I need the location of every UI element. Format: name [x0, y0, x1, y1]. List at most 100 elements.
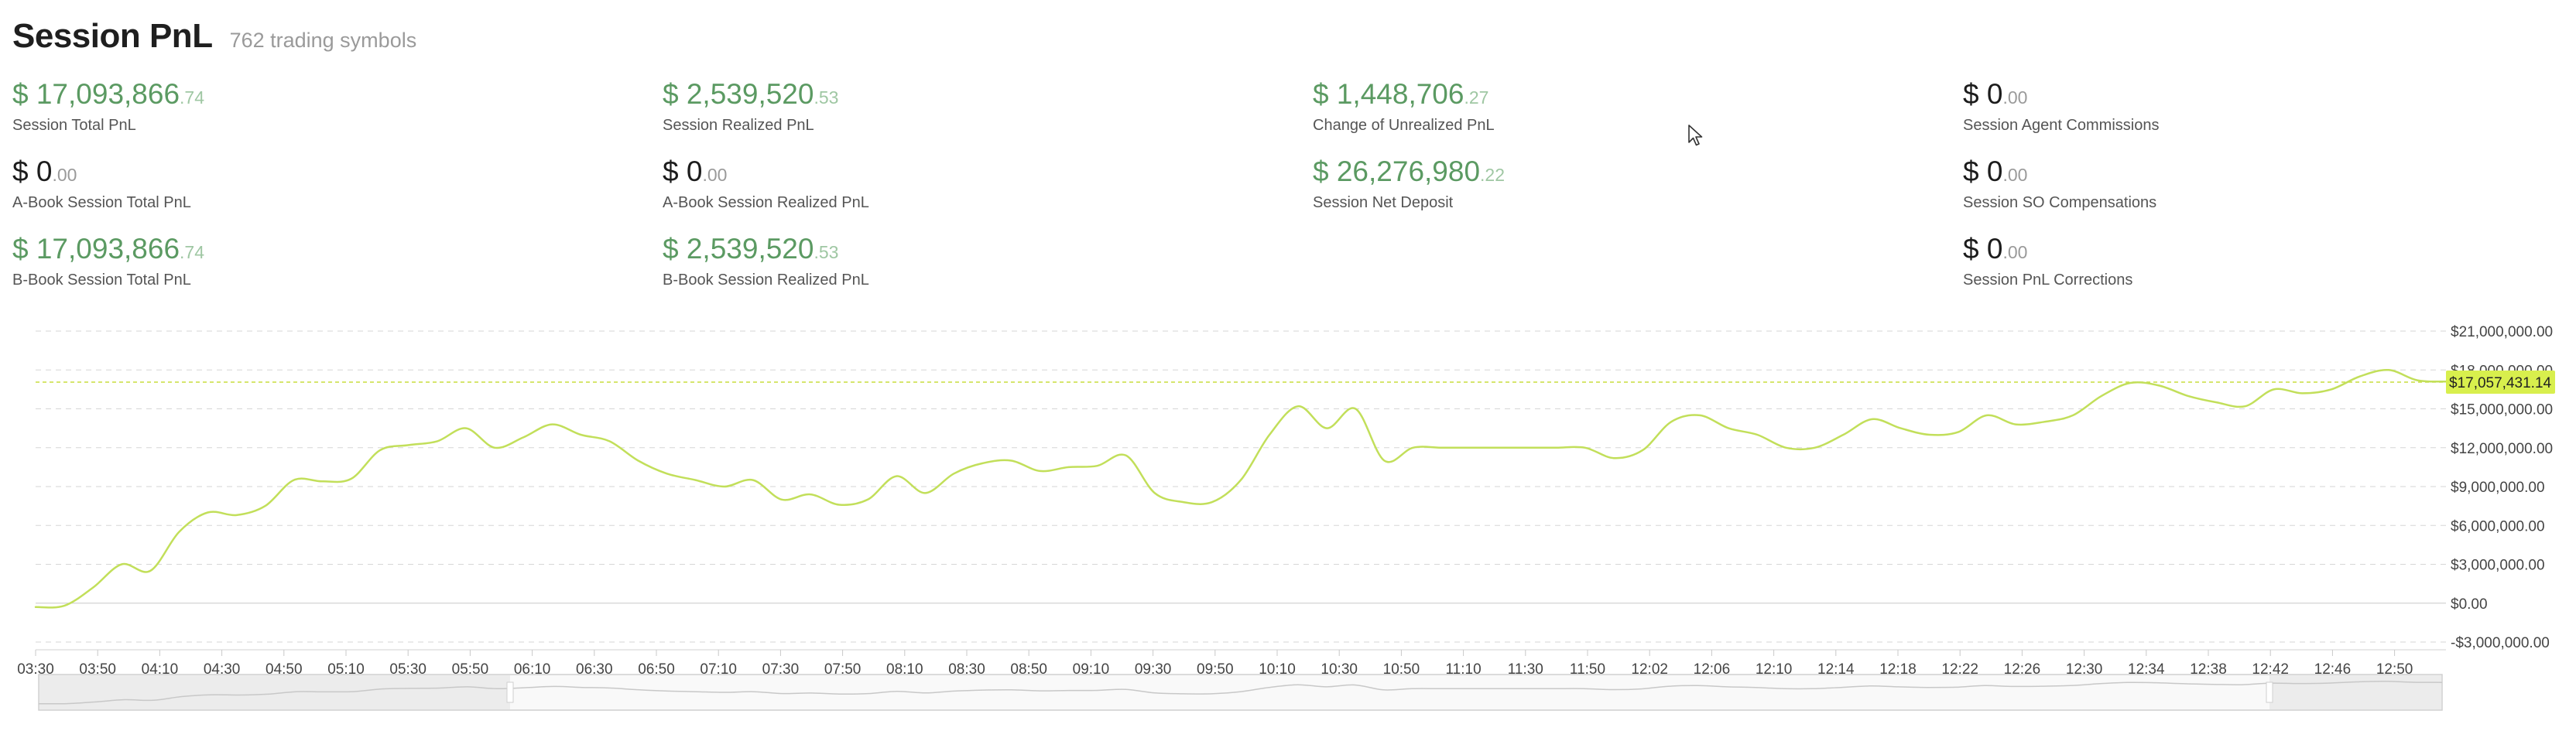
x-tick-label: 12:26 — [2004, 661, 2041, 678]
x-tick-label: 05:50 — [452, 661, 489, 678]
current-value-label: $17,057,431.14 — [2449, 375, 2552, 391]
metric-value-integer: $ 0 — [1963, 78, 2003, 110]
metric-card: $ 2,539,520.53 Session Realized PnL — [663, 77, 838, 135]
metric-value-integer: $ 26,276,980 — [1313, 155, 1481, 187]
x-tick-label: 10:10 — [1259, 661, 1296, 678]
navigator-left-mask — [39, 675, 510, 709]
x-tick-label: 10:50 — [1383, 661, 1420, 678]
metric-label: A-Book Session Realized PnL — [663, 194, 869, 211]
metric-value: $ 17,093,866.74 — [12, 232, 204, 269]
x-tick-label: 12:34 — [2128, 661, 2165, 678]
metric-value-integer: $ 0 — [1963, 155, 2003, 187]
metric-value-decimals: .00 — [2002, 165, 2028, 185]
x-tick-label: 06:10 — [514, 661, 551, 678]
y-tick-label: $9,000,000.00 — [2451, 480, 2545, 496]
metric-value-decimals: .00 — [2002, 87, 2028, 108]
x-tick-label: 12:46 — [2314, 661, 2352, 678]
metric-card: $ 0.00 Session Agent Commissions — [1963, 77, 2159, 135]
metric-card: $ 17,093,866.74 B-Book Session Total PnL — [12, 232, 204, 289]
metric-label: Session PnL Corrections — [1963, 272, 2133, 289]
metric-value-decimals: .27 — [1464, 87, 1489, 108]
x-tick-label: 04:10 — [142, 661, 179, 678]
navigator-handle-right[interactable] — [2266, 681, 2273, 703]
navigator-series-line — [38, 681, 2443, 705]
metric-label: Session Net Deposit — [1313, 194, 1454, 211]
navigator-handle-left[interactable] — [506, 681, 514, 703]
metric-card: $ 0.00 A-Book Session Realized PnL — [663, 155, 869, 212]
metric-card: $ 2,539,520.53 B-Book Session Realized Pn… — [663, 232, 869, 289]
metric-value-integer: $ 17,093,866 — [12, 233, 180, 265]
x-tick-label: 03:50 — [79, 661, 116, 678]
x-tick-label: 12:18 — [1879, 661, 1917, 678]
pnl-chart[interactable]: $21,000,000.00$18,000,000.00$15,000,000.… — [0, 309, 2576, 731]
x-tick-label: 12:50 — [2376, 661, 2413, 678]
y-tick-label: $15,000,000.00 — [2451, 402, 2553, 418]
metric-value: $ 1,448,706.27 — [1313, 77, 1495, 114]
x-tick-label: 06:50 — [638, 661, 675, 678]
x-tick-label: 12:02 — [1631, 661, 1668, 678]
metric-card: $ 26,276,980.22 Session Net Deposit — [1313, 155, 1505, 212]
y-tick-label: $6,000,000.00 — [2451, 518, 2545, 535]
metric-value-integer: $ 2,539,520 — [663, 233, 814, 265]
x-tick-label: 12:10 — [1756, 661, 1793, 678]
grid-lines — [36, 330, 2446, 643]
x-tick-label: 07:50 — [824, 661, 862, 678]
metric-value-integer: $ 2,539,520 — [663, 78, 814, 110]
x-tick-label: 05:10 — [327, 661, 365, 678]
metric-value: $ 17,093,866.74 — [12, 77, 204, 114]
metric-value: $ 0.00 — [663, 155, 869, 192]
metric-value-decimals: .53 — [814, 87, 839, 108]
metric-value-integer: $ 0 — [663, 155, 703, 187]
x-tick-label: 08:10 — [886, 661, 923, 678]
x-tick-label: 03:30 — [17, 661, 54, 678]
x-tick-label: 11:10 — [1446, 661, 1482, 678]
metric-value: $ 0.00 — [1963, 77, 2159, 114]
x-tick-label: 12:14 — [1817, 661, 1855, 678]
page-title: Session PnL — [12, 17, 213, 55]
x-tick-label: 09:10 — [1073, 661, 1110, 678]
x-tick-label: 06:30 — [576, 661, 613, 678]
metric-value: $ 2,539,520.53 — [663, 232, 869, 269]
x-tick-label: 12:30 — [2066, 661, 2103, 678]
metric-label: A-Book Session Total PnL — [12, 194, 191, 211]
metric-value-decimals: .53 — [814, 242, 839, 262]
y-tick-label: $12,000,000.00 — [2451, 441, 2553, 457]
x-tick-label: 09:50 — [1197, 661, 1234, 678]
metric-value: $ 26,276,980.22 — [1313, 155, 1505, 192]
metric-card: $ 0.00 Session PnL Corrections — [1963, 232, 2132, 289]
symbols-count: 762 trading symbols — [229, 29, 417, 52]
x-tick-label: 09:30 — [1135, 661, 1172, 678]
x-tick-label: 11:30 — [1508, 661, 1543, 678]
metric-value-decimals: .00 — [2002, 242, 2028, 262]
mouse-pointer-icon — [1687, 124, 1704, 151]
x-axis-ticks: 03:30 03:50 04:10 04:30 04:50 05:10 05:30 05:50… — [17, 650, 2413, 678]
navigator-right-mask — [2269, 675, 2441, 709]
x-tick-label: 07:10 — [700, 661, 737, 678]
x-tick-label: 10:30 — [1321, 661, 1358, 678]
metric-value-decimals: .74 — [180, 87, 205, 108]
metric-label: Session Total PnL — [12, 117, 136, 134]
x-tick-label: 08:30 — [948, 661, 985, 678]
y-tick-label: $0.00 — [2451, 596, 2488, 613]
metric-value-integer: $ 0 — [12, 155, 53, 187]
range-navigator[interactable] — [38, 674, 2443, 711]
y-tick-label: $3,000,000.00 — [2451, 558, 2545, 574]
metric-value-decimals: .22 — [1480, 165, 1506, 185]
page-header: Session PnL 762 trading symbols — [12, 17, 416, 56]
metric-card: $ 0.00 Session SO Compensations — [1963, 155, 2156, 212]
metric-value-integer: $ 0 — [1963, 233, 2003, 265]
x-tick-label: 12:42 — [2252, 661, 2289, 678]
metric-value-integer: $ 1,448,706 — [1313, 78, 1464, 110]
metric-label: Session Realized PnL — [663, 117, 814, 134]
metric-value-decimals: .74 — [180, 242, 205, 262]
metric-value: $ 0.00 — [12, 155, 191, 192]
x-tick-label: 08:50 — [1010, 661, 1047, 678]
y-tick-label: $21,000,000.00 — [2451, 324, 2553, 340]
metric-card: $ 0.00 A-Book Session Total PnL — [12, 155, 191, 212]
x-tick-label: 12:22 — [1941, 661, 1978, 678]
metric-label: Session Agent Commissions — [1963, 117, 2160, 134]
metric-label: B-Book Session Realized PnL — [663, 272, 869, 289]
metric-card: $ 1,448,706.27 Change of Unrealized PnL — [1313, 77, 1495, 135]
metric-value-decimals: .00 — [52, 165, 77, 185]
x-tick-label: 12:38 — [2190, 661, 2227, 678]
